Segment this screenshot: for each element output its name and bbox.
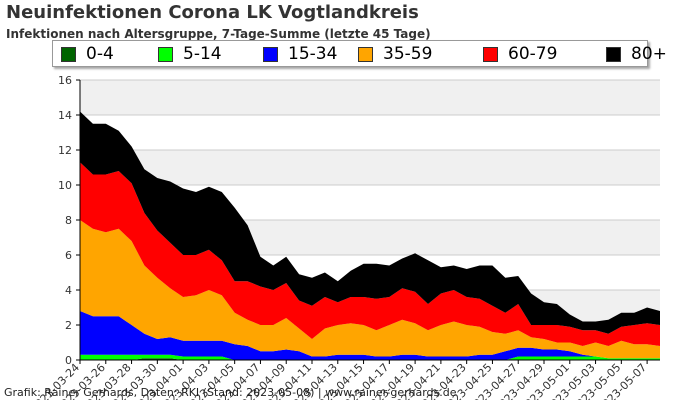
y-tick-label: 8: [65, 214, 72, 227]
legend-label: 5-14: [183, 44, 222, 64]
y-tick-label: 16: [58, 74, 72, 87]
y-tick-label: 12: [58, 144, 72, 157]
chart-title: Neuinfektionen Corona LK Vogtlandkreis: [6, 2, 419, 23]
y-tick-label: 6: [65, 249, 72, 262]
legend-item-80plus: 80+: [606, 44, 667, 64]
area-series-5-14: [80, 354, 660, 360]
grid-band: [80, 80, 660, 115]
chart-legend: 0-4 5-14 15-34 35-59 60-79 80+: [52, 40, 667, 67]
area-series-35-59: [80, 220, 660, 359]
legend-swatch: [483, 46, 498, 62]
y-axis-ticks: 0 2 4 6 8 10 12 14 16: [58, 74, 80, 367]
legend-item-60-79: 60-79: [483, 44, 557, 64]
y-tick-label: 10: [58, 179, 72, 192]
legend-label: 0-4: [86, 44, 114, 64]
legend-item-0-4: 0-4: [61, 44, 114, 64]
area-series-15-34: [80, 311, 660, 360]
legend-item-15-34: 15-34: [263, 44, 337, 64]
footer-credit: Grafik: Rainer Gerhards, Daten: RKI (Sta…: [4, 386, 457, 399]
area-series-60-79: [80, 162, 660, 346]
legend-swatch: [263, 46, 278, 62]
legend-item-35-59: 35-59: [358, 44, 432, 64]
legend-swatch: [606, 46, 621, 62]
grid-band: [80, 150, 660, 185]
y-tick-label: 14: [58, 109, 72, 122]
legend-label: 15-34: [288, 44, 338, 64]
y-tick-label: 2: [65, 319, 72, 332]
area-series-80plus: [80, 111, 660, 334]
legend-swatch: [158, 46, 173, 62]
y-tick-label: 4: [65, 284, 72, 297]
legend-swatch: [358, 46, 373, 62]
legend-label: 60-79: [508, 44, 558, 64]
y-tick-label: 0: [65, 354, 72, 367]
legend-label: 35-59: [383, 44, 433, 64]
legend-swatch: [61, 46, 76, 62]
legend-label: 80+: [631, 44, 667, 64]
chart-subtitle: Infektionen nach Altersgruppe, 7-Tage-Su…: [6, 27, 431, 41]
legend-item-5-14: 5-14: [158, 44, 222, 64]
